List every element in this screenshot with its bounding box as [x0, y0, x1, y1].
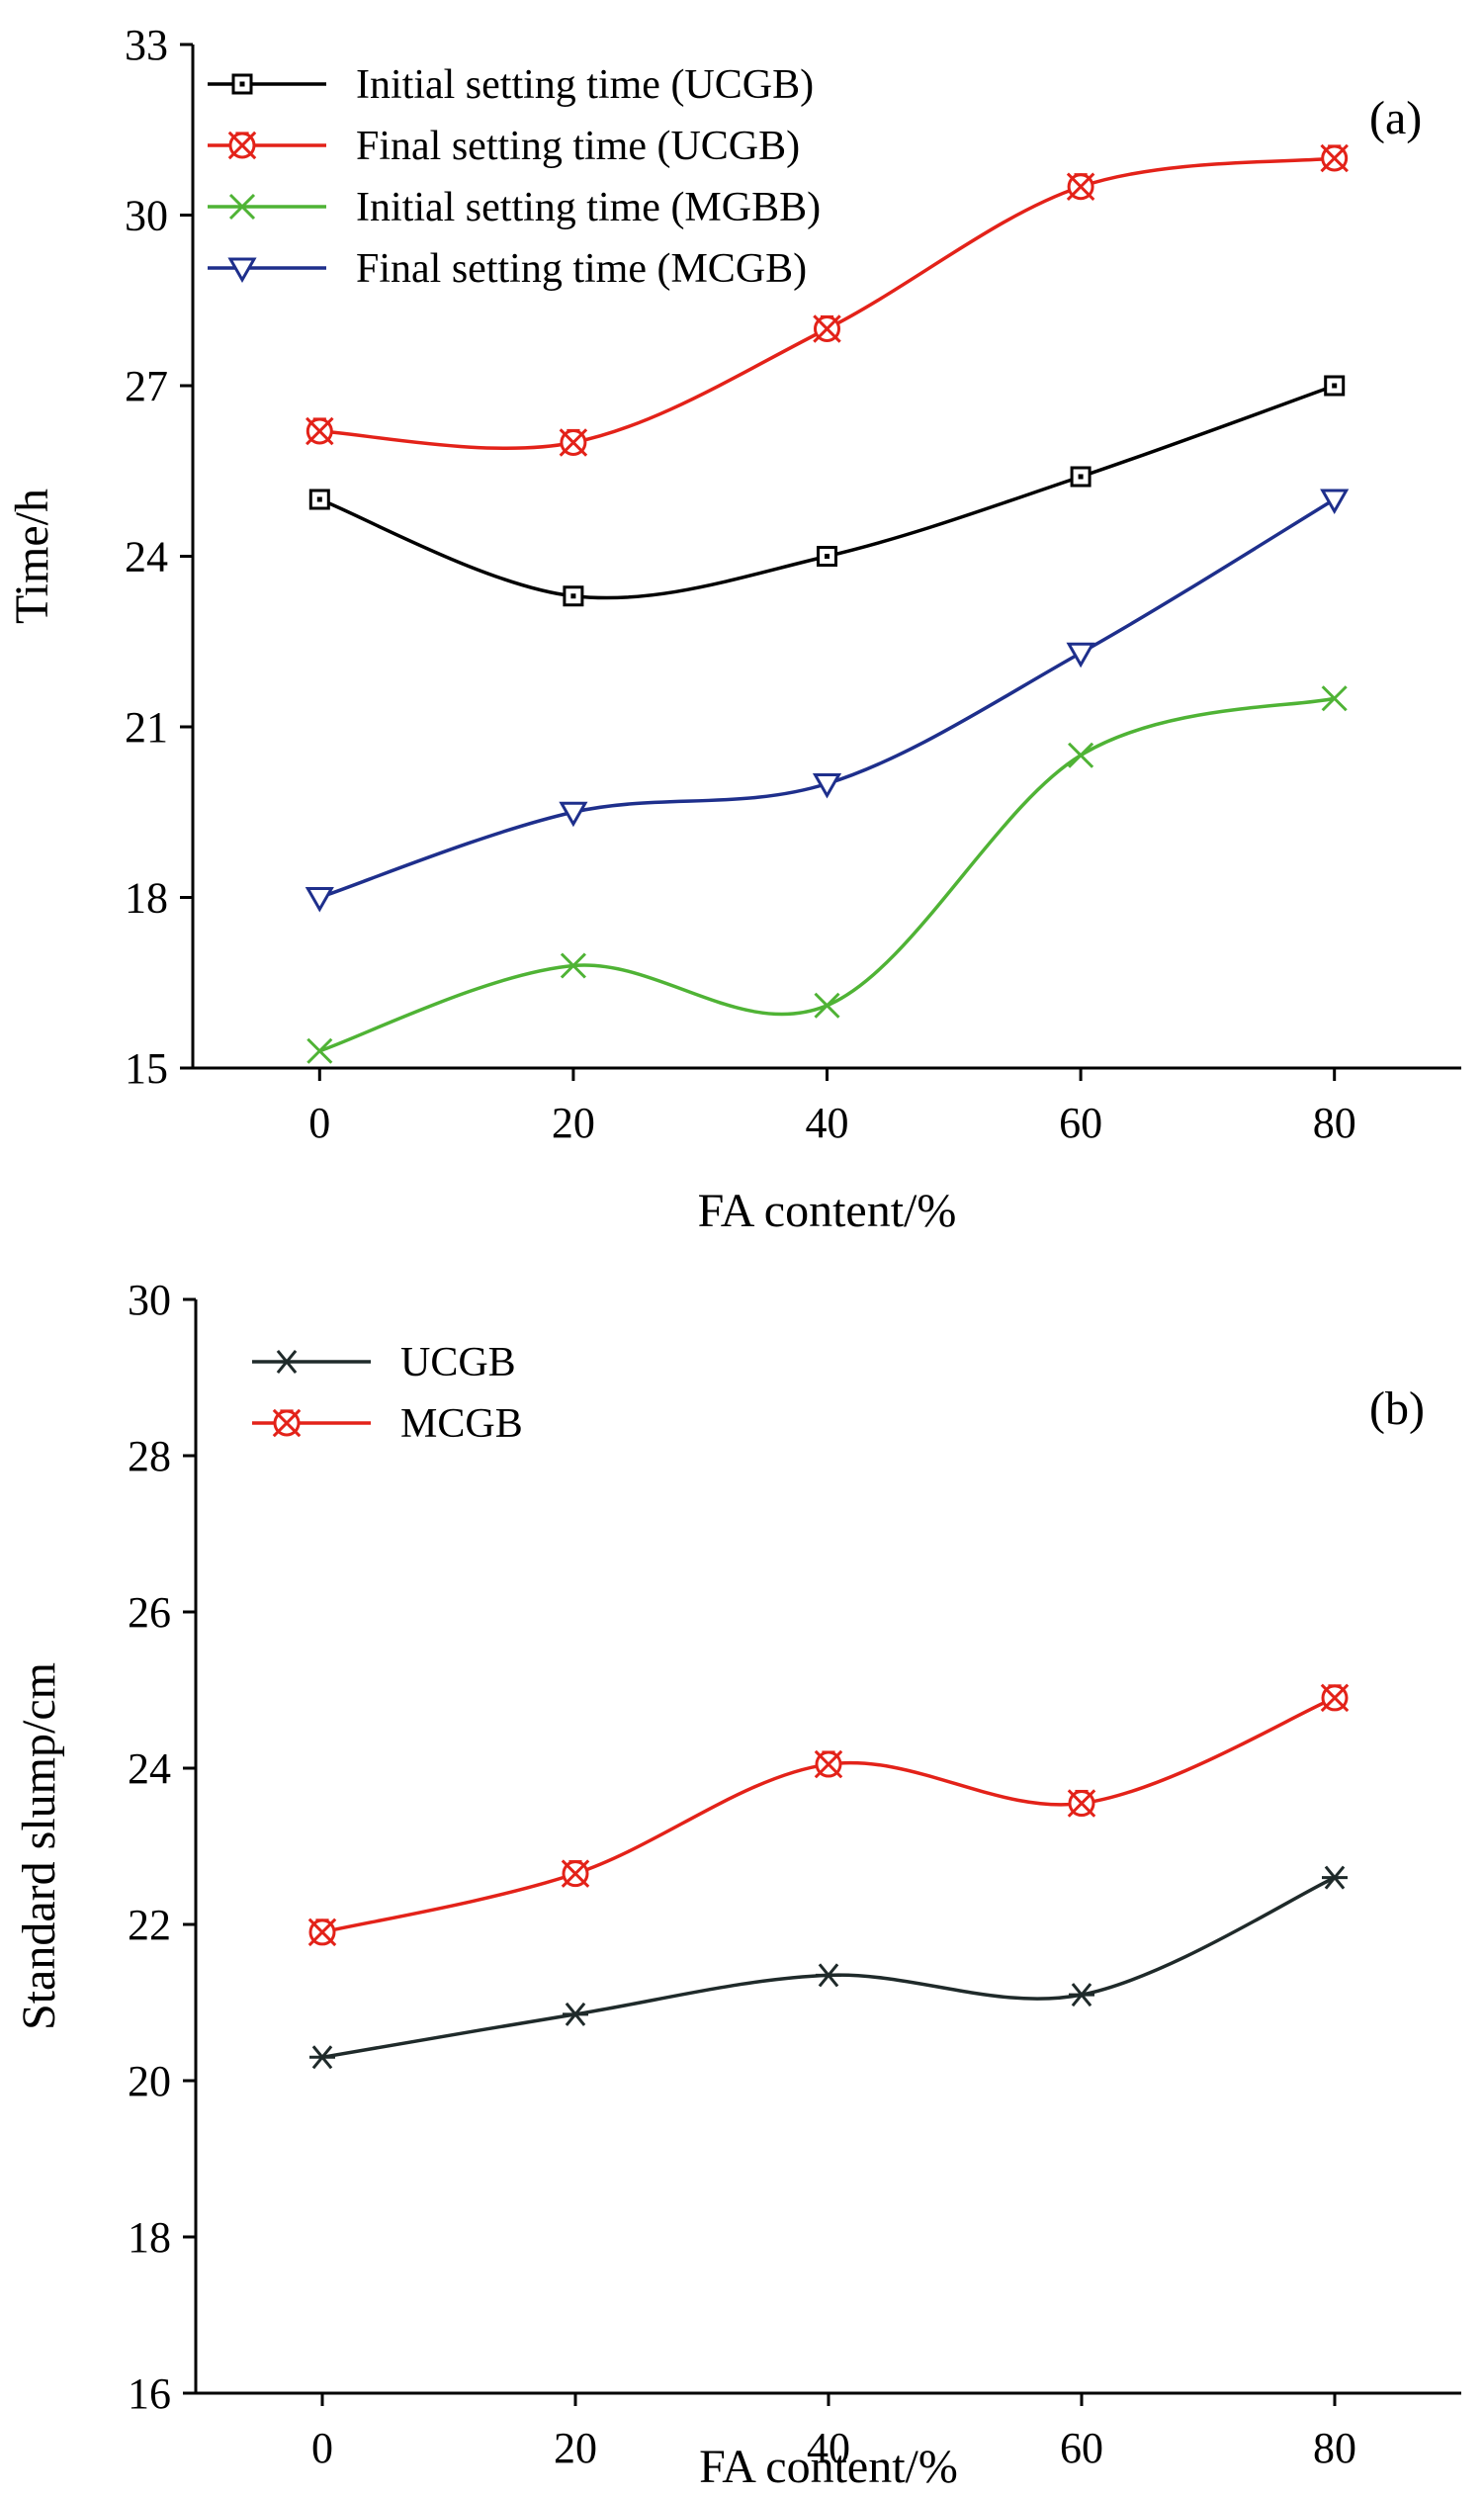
data-point	[1066, 172, 1095, 202]
data-point	[308, 489, 330, 510]
y-tick-label: 26	[128, 1588, 171, 1637]
data-point	[560, 952, 586, 979]
x-tick-label: 80	[1313, 2424, 1356, 2472]
legend-label: Initial setting time (UCGB)	[356, 62, 814, 108]
panel-label: (a)	[1369, 92, 1422, 144]
data-point	[563, 2002, 588, 2026]
data-point	[1070, 466, 1091, 488]
data-point	[1320, 1683, 1350, 1713]
x-tick-label: 20	[554, 2424, 597, 2472]
x-tick-label: 20	[552, 1099, 595, 1147]
data-point	[1322, 1865, 1348, 1890]
y-tick-label: 18	[128, 2213, 171, 2262]
legend-marker	[228, 193, 256, 221]
y-tick-label: 30	[128, 1276, 171, 1324]
y-tick-label: 24	[125, 533, 168, 581]
y-tick-label: 18	[125, 874, 168, 923]
series-1	[308, 375, 1346, 607]
data-point	[816, 1963, 841, 1988]
legend-item: UCGB	[252, 1340, 516, 1385]
series-line	[318, 696, 1336, 1053]
legend-item: MCGB	[252, 1401, 523, 1447]
legend-item: Final setting time (MCGB)	[208, 246, 807, 292]
legend-marker	[227, 131, 257, 160]
data-point	[306, 416, 334, 446]
series-line	[321, 1876, 1336, 2060]
data-point	[561, 1859, 590, 1888]
x-tick-label: 60	[1060, 2424, 1103, 2472]
legend-label: UCGB	[400, 1340, 516, 1385]
x-tick-label: 60	[1059, 1099, 1102, 1147]
chart-panel-a: 15 18 21 24 27 30 33 0 20 40 60 80 FA content/% Time/…	[6, 21, 1461, 1237]
series-line	[321, 1696, 1336, 1934]
x-tick-label: 0	[311, 2424, 333, 2472]
data-point	[1320, 489, 1350, 515]
data-point	[1067, 1789, 1096, 1818]
data-point	[1069, 1983, 1094, 2007]
legend-label: Final setting time (MCGB)	[356, 246, 807, 292]
y-tick-label: 22	[128, 1901, 171, 1949]
legend-marker	[272, 1408, 302, 1438]
y-tick-label: 28	[128, 1432, 171, 1480]
y-tick-label: 27	[125, 362, 168, 410]
x-tick-label: 40	[806, 1099, 849, 1147]
data-point	[563, 585, 584, 607]
data-point	[559, 428, 588, 457]
series-2	[306, 143, 1349, 457]
x-tick-label: 80	[1313, 1099, 1356, 1147]
data-point	[814, 1749, 843, 1779]
x-axis-title: FA content/%	[699, 2441, 958, 2493]
data-point	[559, 801, 588, 828]
data-point	[1068, 742, 1094, 768]
legend-marker	[231, 73, 253, 95]
y-tick-label: 21	[125, 703, 168, 752]
data-point	[1320, 143, 1349, 173]
data-point	[309, 2045, 335, 2070]
panel-label: (b)	[1369, 1383, 1425, 1435]
legend-label: MCGB	[400, 1401, 523, 1447]
y-tick-label: 15	[125, 1044, 168, 1093]
y-tick-label: 24	[128, 1744, 171, 1793]
x-tick-label: 40	[807, 2424, 850, 2472]
series-1	[309, 1865, 1348, 2070]
legend-label: Initial setting time (MGBB)	[356, 185, 821, 230]
data-point	[1066, 642, 1095, 669]
data-point	[307, 1918, 337, 1947]
data-point	[814, 992, 840, 1019]
series-3	[306, 685, 1348, 1064]
legend-marker	[274, 1349, 300, 1375]
chart-panel-b: 16 18 20 22 24 26 28 30 0 20 40 60 80 FA content/% Sta…	[13, 1276, 1461, 2493]
y-tick-label: 16	[128, 2369, 171, 2418]
legend: UCGB MCGB	[252, 1340, 523, 1447]
legend: Initial setting time (UCGB) Final setting…	[208, 62, 821, 292]
legend-item: Initial setting time (MGBB)	[208, 185, 821, 230]
y-tick-label: 33	[125, 21, 168, 69]
x-axis-title: FA content/%	[698, 1185, 957, 1237]
y-tick-label: 20	[128, 2057, 171, 2105]
y-axis-title: Time/h	[6, 489, 58, 624]
data-point	[1324, 375, 1346, 397]
series-4	[305, 489, 1350, 913]
legend-marker	[227, 257, 257, 284]
y-axis-title: Standard slump/cm	[13, 1662, 65, 2030]
data-point	[1321, 685, 1348, 712]
data-point	[306, 1037, 333, 1064]
y-tick-label: 30	[125, 192, 168, 240]
series-2	[307, 1683, 1350, 1947]
data-point	[812, 773, 842, 799]
legend-item: Final setting time (UCGB)	[208, 124, 800, 169]
data-point	[817, 546, 837, 567]
data-point	[813, 314, 841, 343]
legend-item: Initial setting time (UCGB)	[208, 62, 814, 108]
x-tick-label: 0	[308, 1099, 330, 1147]
data-point	[305, 887, 334, 913]
legend-label: Final setting time (UCGB)	[356, 124, 800, 169]
